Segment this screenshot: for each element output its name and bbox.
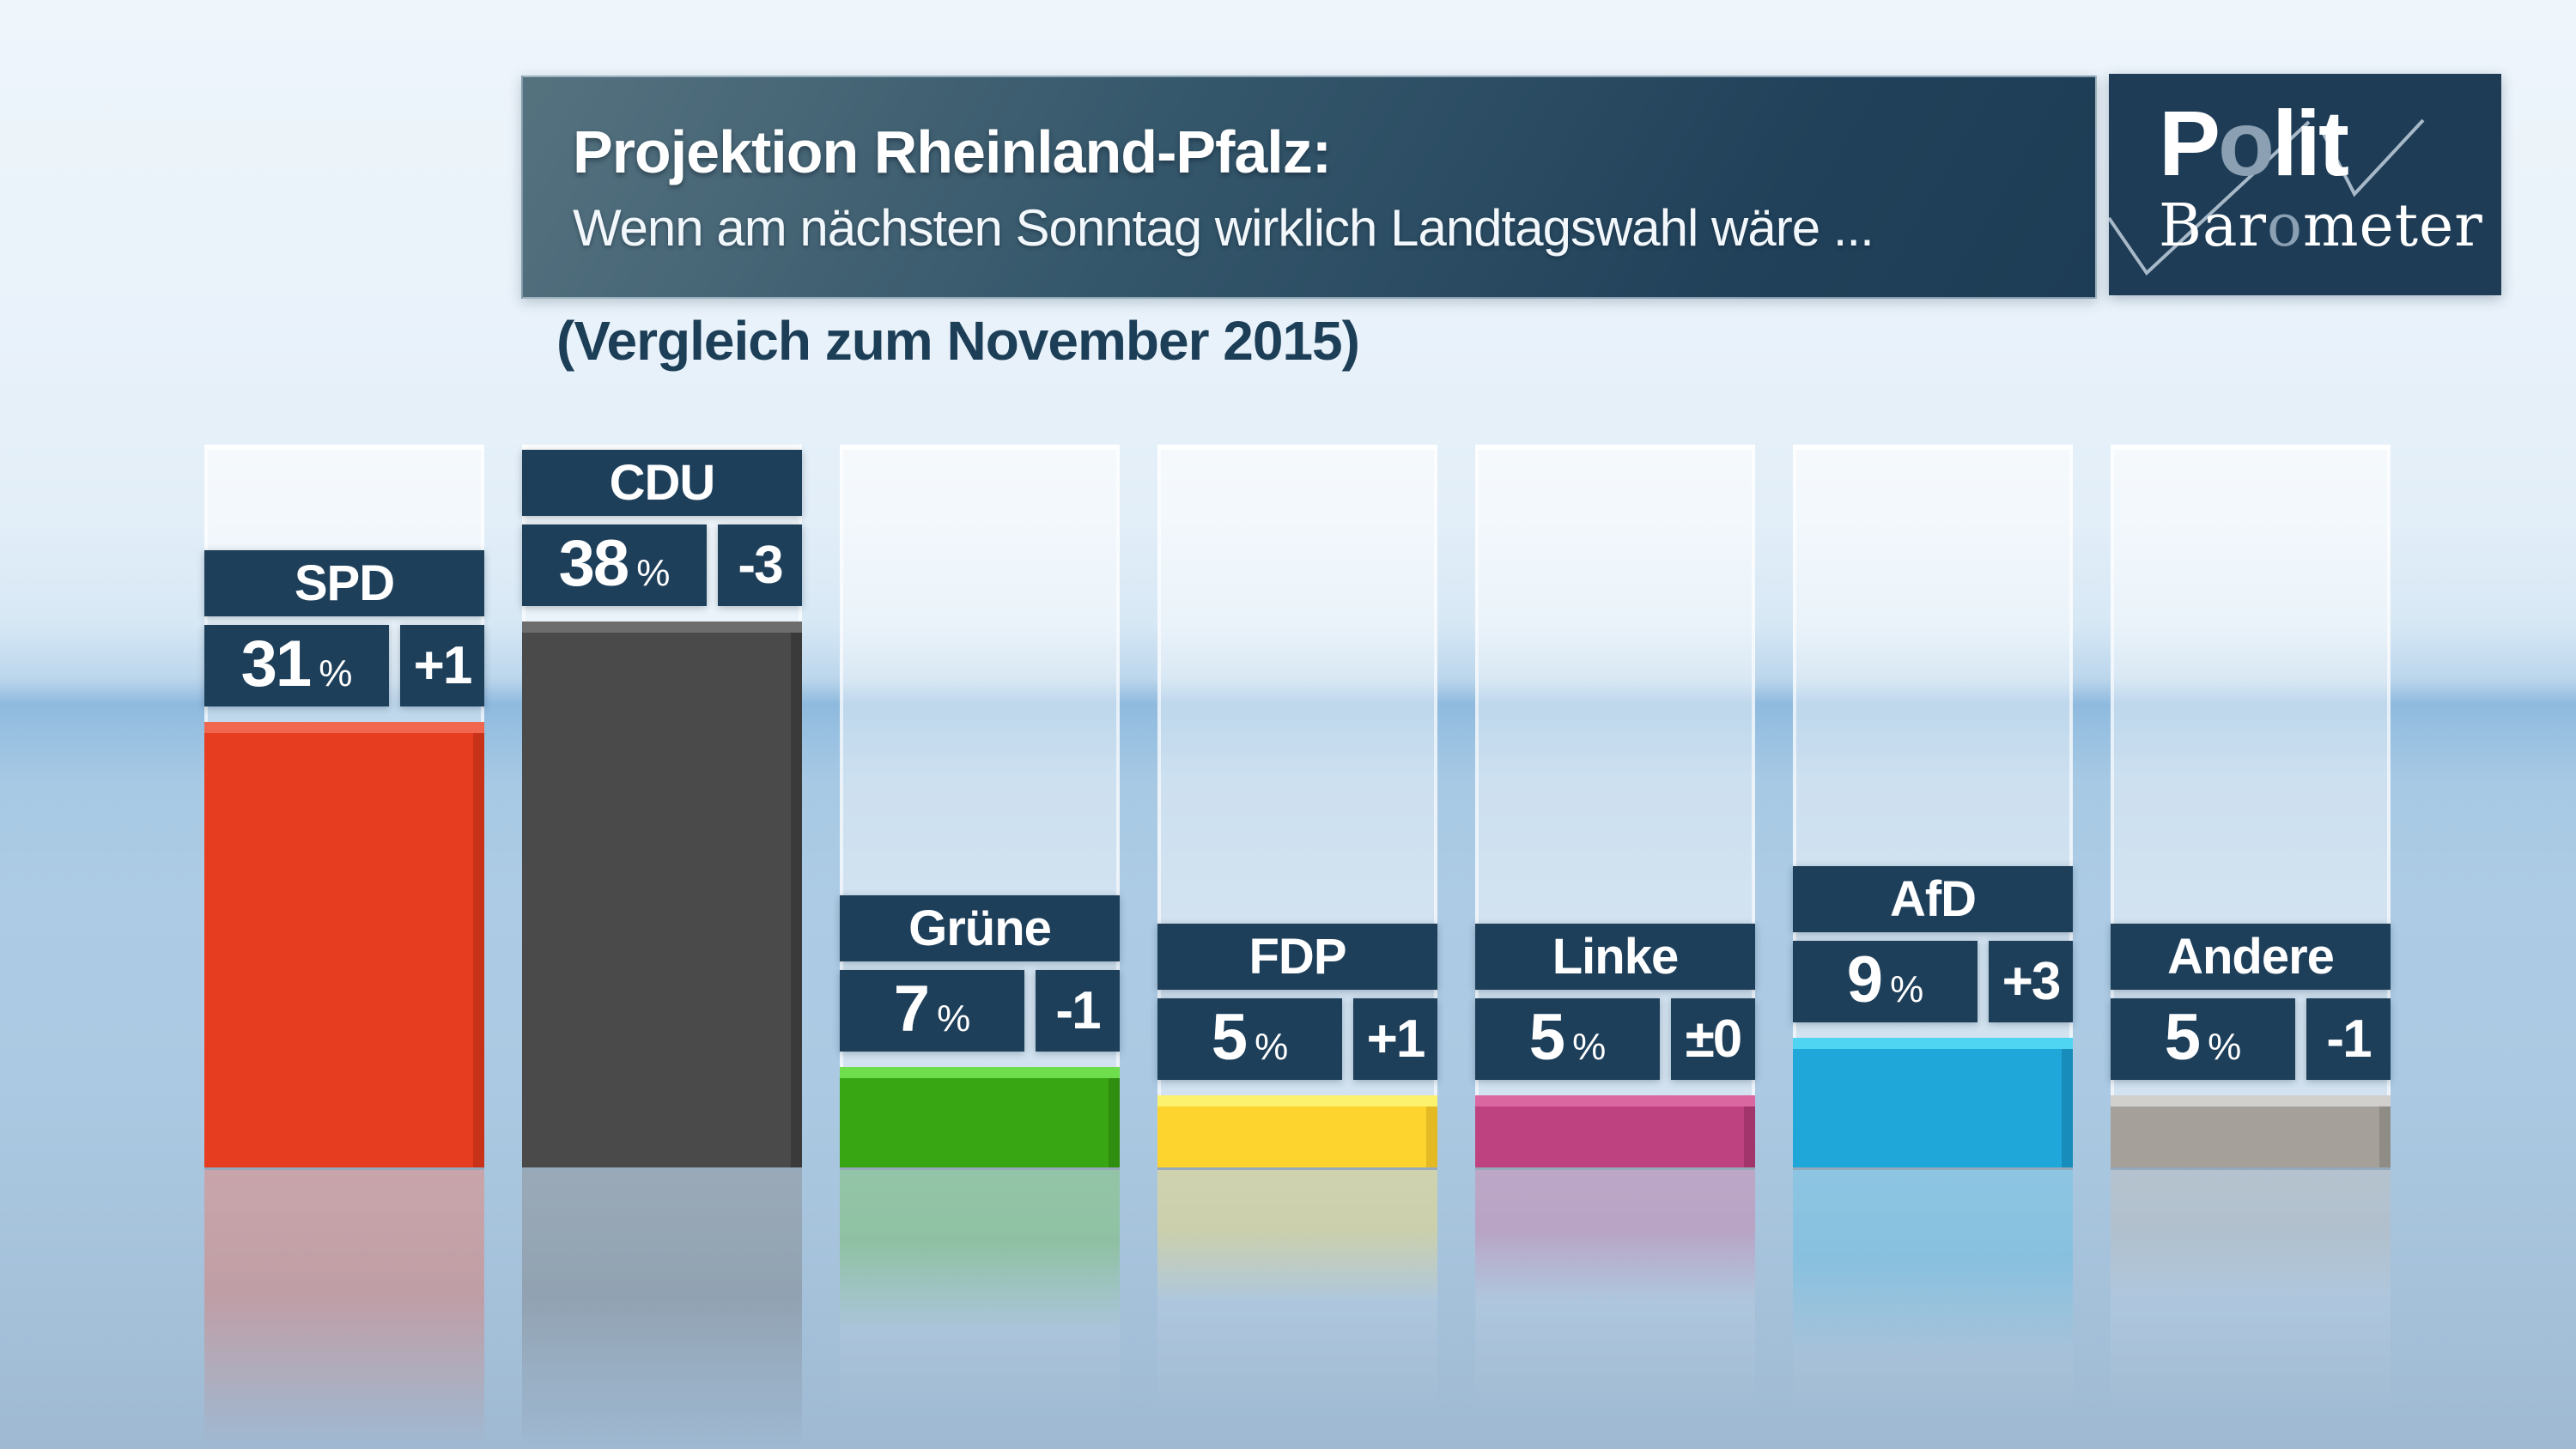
value-number-fdp: 5 <box>1211 1001 1248 1074</box>
percent-sign-fdp: % <box>1255 1026 1289 1068</box>
bar-side-face-gruene <box>1109 1078 1120 1167</box>
percent-sign-andere: % <box>2208 1026 2242 1068</box>
bar-reflection-gruene <box>840 1170 1120 1331</box>
bar-top-bevel-spd <box>204 722 484 733</box>
comparison-subtitle: (Vergleich zum November 2015) <box>556 310 1360 372</box>
value-number-andere: 5 <box>2164 1001 2201 1074</box>
percent-sign-cdu: % <box>636 552 671 594</box>
party-value-linke: 5% <box>1475 998 1660 1080</box>
page-subtitle-question: Wenn am nächsten Sonntag wirklich Landta… <box>573 198 1874 257</box>
percent-sign-gruene: % <box>937 997 971 1040</box>
party-name-cdu: CDU <box>522 450 802 516</box>
party-change-cdu: -3 <box>718 524 802 606</box>
bar-side-face-andere <box>2379 1106 2391 1167</box>
track-reflection-cdu <box>522 1167 802 1416</box>
value-number-cdu: 38 <box>558 527 630 600</box>
value-number-gruene: 7 <box>893 973 930 1046</box>
logo-text-barometer: Barometer <box>2159 192 2483 260</box>
bar-top-bevel-andere <box>2111 1095 2391 1106</box>
bar-fdp <box>1157 1095 1437 1167</box>
column-afd: AfD 9% +3 <box>1793 0 2073 1449</box>
party-change-afd: +3 <box>1989 941 2073 1022</box>
track-reflection-andere <box>2111 1167 2391 1416</box>
party-value-spd: 31% <box>204 625 389 706</box>
bar-top-bevel-linke <box>1475 1095 1755 1106</box>
bar-reflection-andere <box>2111 1170 2391 1302</box>
party-name-gruene: Grüne <box>840 895 1120 961</box>
bar-side-face-afd <box>2062 1049 2073 1167</box>
bar-reflection-fdp <box>1157 1170 1437 1302</box>
bar-reflection-linke <box>1475 1170 1755 1302</box>
track-reflection-linke <box>1475 1167 1755 1416</box>
bar-gruene <box>840 1067 1120 1167</box>
politbarometer-logo: Polit Barometer <box>2109 74 2501 295</box>
bar-afd <box>1793 1038 2073 1167</box>
party-change-fdp: +1 <box>1353 998 1437 1080</box>
bar-andere <box>2111 1095 2391 1167</box>
title-box: Projektion Rheinland-Pfalz: Wenn am näch… <box>521 76 2097 299</box>
bar-side-face-linke <box>1744 1106 1755 1167</box>
bar-side-face-cdu <box>791 633 802 1167</box>
percent-sign-linke: % <box>1572 1026 1607 1068</box>
party-value-andere: 5% <box>2111 998 2295 1080</box>
party-value-fdp: 5% <box>1157 998 1342 1080</box>
party-name-linke: Linke <box>1475 924 1755 990</box>
value-number-linke: 5 <box>1528 1001 1565 1074</box>
bar-spd <box>204 722 484 1167</box>
bar-reflection-spd <box>204 1170 484 1447</box>
party-value-gruene: 7% <box>840 970 1024 1052</box>
bar-side-face-spd <box>473 733 484 1167</box>
party-change-spd: +1 <box>400 625 484 706</box>
party-change-linke: ±0 <box>1671 998 1755 1080</box>
page-title: Projektion Rheinland-Pfalz: <box>573 118 1332 185</box>
value-number-afd: 9 <box>1846 943 1883 1016</box>
bar-top-bevel-cdu <box>522 621 802 633</box>
value-number-spd: 31 <box>240 627 313 700</box>
party-name-spd: SPD <box>204 550 484 616</box>
logo-text-polit: Polit <box>2159 91 2349 195</box>
party-value-afd: 9% <box>1793 941 1978 1022</box>
party-name-andere: Andere <box>2111 924 2391 990</box>
checkmark-zigzag-icon <box>2109 118 2425 276</box>
party-name-afd: AfD <box>1793 866 2073 932</box>
column-andere: Andere 5% -1 <box>2111 0 2391 1449</box>
bar-reflection-cdu <box>522 1170 802 1447</box>
scale-track-gruene <box>840 445 1120 1167</box>
bar-side-face-fdp <box>1426 1106 1437 1167</box>
bar-reflection-afd <box>1793 1170 2073 1360</box>
column-cdu: CDU 38% -3 <box>522 0 802 1449</box>
bar-linke <box>1475 1095 1755 1167</box>
column-gruene: Grüne 7% -1 <box>840 0 1120 1449</box>
bar-top-bevel-gruene <box>840 1067 1120 1078</box>
percent-sign-afd: % <box>1890 968 1924 1010</box>
bar-cdu <box>522 621 802 1167</box>
track-reflection-fdp <box>1157 1167 1437 1416</box>
track-reflection-spd <box>204 1167 484 1416</box>
bar-top-bevel-fdp <box>1157 1095 1437 1106</box>
column-fdp: FDP 5% +1 <box>1157 0 1437 1449</box>
party-name-fdp: FDP <box>1157 924 1437 990</box>
column-spd: SPD 31% +1 <box>204 0 484 1449</box>
percent-sign-spd: % <box>319 652 353 694</box>
track-reflection-gruene <box>840 1167 1120 1416</box>
party-change-andere: -1 <box>2306 998 2391 1080</box>
bar-top-bevel-afd <box>1793 1038 2073 1049</box>
column-linke: Linke 5% ±0 <box>1475 0 1755 1449</box>
track-reflection-afd <box>1793 1167 2073 1416</box>
party-value-cdu: 38% <box>522 524 707 606</box>
party-change-gruene: -1 <box>1036 970 1120 1052</box>
